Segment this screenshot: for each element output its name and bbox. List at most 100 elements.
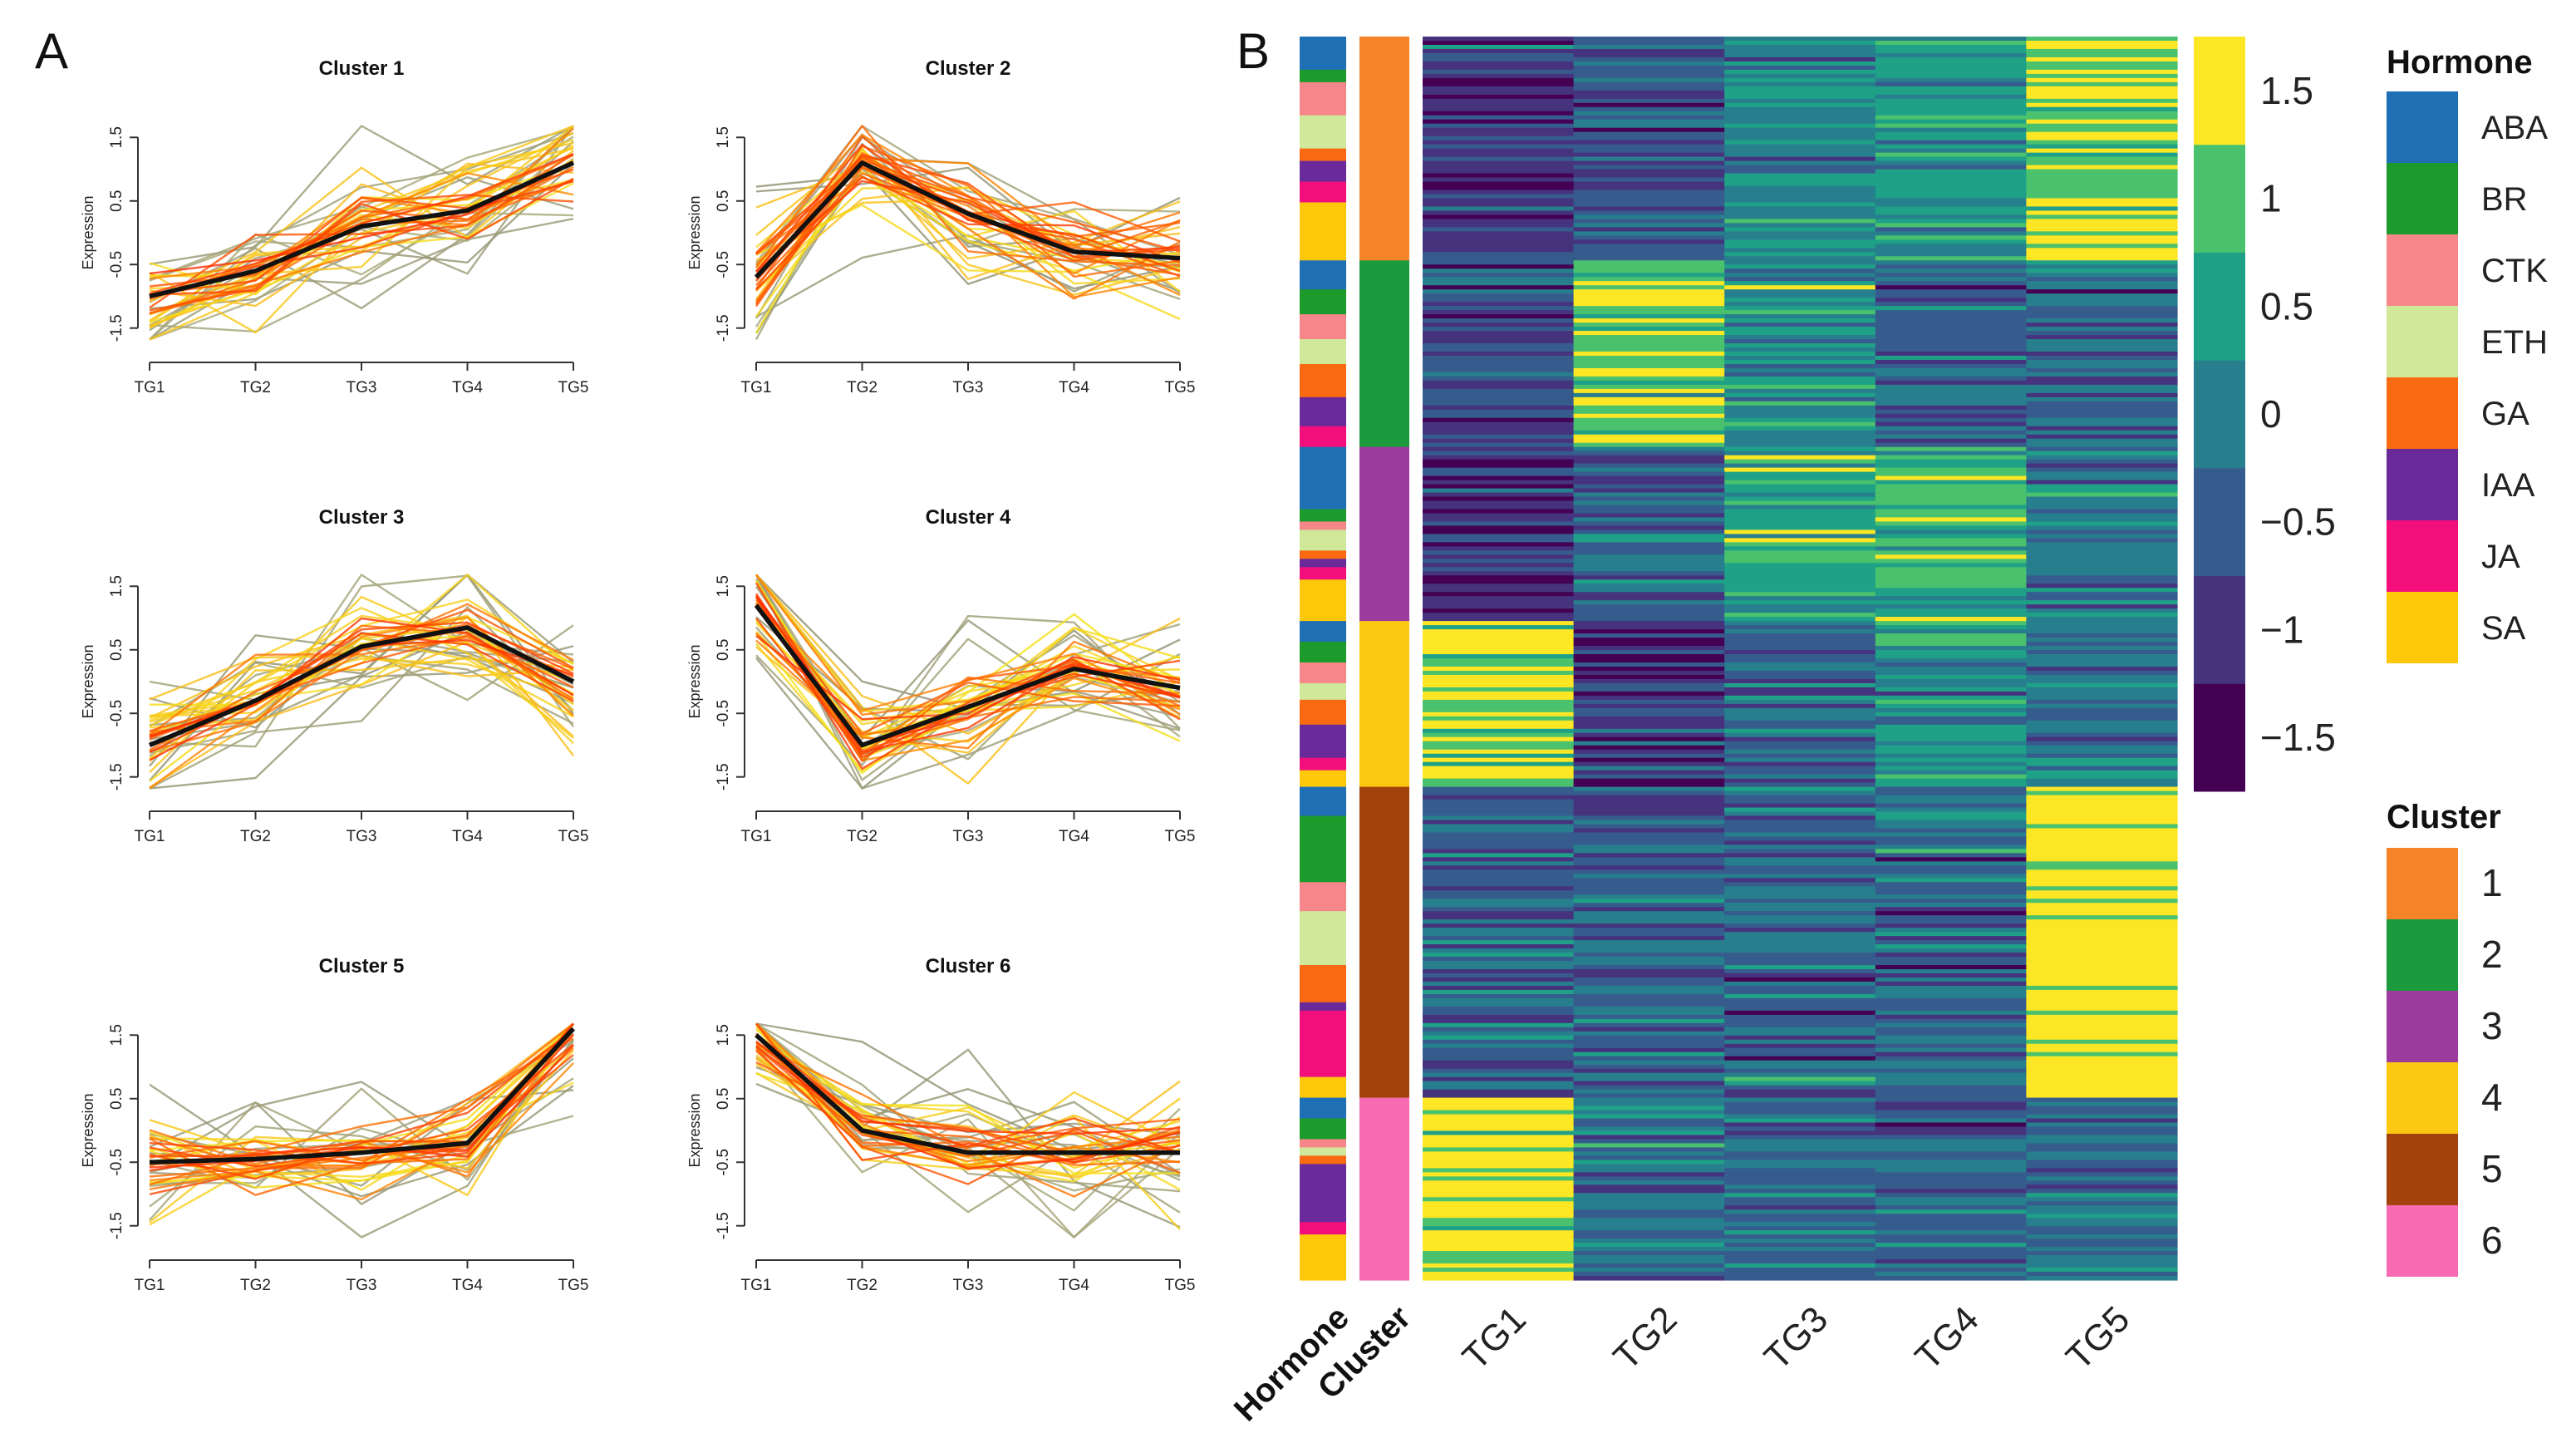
heatmap-cell [1423, 820, 1575, 825]
profile-line [755, 595, 1181, 735]
heatmap-cell [1724, 1255, 1876, 1260]
heatmap-cell [1724, 144, 1876, 150]
heatmap-cell [1724, 1101, 1876, 1107]
heatmap-cell [1875, 1081, 2027, 1086]
heatmap-cell [1724, 716, 1876, 721]
heatmap-cell [1724, 571, 1876, 576]
heatmap-cell [1875, 646, 2027, 651]
heatmap-cell [1724, 339, 1876, 344]
heatmap-cell [1724, 1230, 1876, 1235]
heatmap-cell [1423, 190, 1575, 195]
heatmap-cell [1724, 94, 1876, 100]
heatmap-cell [1875, 790, 2027, 796]
heatmap-cell [1875, 111, 2027, 116]
heatmap-cell [1423, 1209, 1575, 1214]
heatmap-cell [1423, 849, 1575, 854]
heatmap-cell [2026, 525, 2178, 531]
heatmap-cell [1724, 836, 1876, 842]
heatmap-cell [1423, 1039, 1575, 1045]
heatmap-cell [2026, 496, 2178, 502]
heatmap-cell [1423, 608, 1575, 613]
heatmap-cell [1724, 106, 1876, 112]
heatmap-cell [1573, 455, 1725, 460]
x-tick-label: TG3 [347, 379, 377, 396]
heatmap-cell [2026, 380, 2178, 386]
heatmap-cell [2026, 1251, 2178, 1256]
heatmap-cell [1573, 559, 1725, 564]
heatmap-cell [1573, 770, 1725, 776]
heatmap-cell [1573, 534, 1725, 539]
heatmap-cell [2026, 633, 2178, 638]
heatmap-cell [1423, 1101, 1575, 1107]
heatmap-cell [1573, 716, 1725, 721]
heatmap-cell [1573, 861, 1725, 866]
heatmap-cell [1423, 355, 1575, 361]
heatmap-cell [1423, 1184, 1575, 1189]
heatmap-cell [1724, 1010, 1876, 1016]
cluster-plot-title: Cluster 5 [319, 955, 405, 977]
heatmap-cell [2026, 169, 2178, 175]
hormone-annotation-block [1300, 621, 1346, 643]
heatmap-cell [1423, 1214, 1575, 1219]
heatmap-cell [1875, 177, 2027, 183]
hormone-legend-label: GA [2481, 396, 2529, 432]
heatmap-cell [1423, 409, 1575, 415]
profile-line [149, 632, 574, 738]
heatmap-cell [1724, 227, 1876, 232]
heatmap-cell [1423, 559, 1575, 564]
heatmap-cell [1724, 903, 1876, 908]
heatmap-cell [1423, 438, 1575, 444]
heatmap-cell [1423, 372, 1575, 377]
heatmap-cell [1724, 488, 1876, 494]
heatmap-cell [2026, 989, 2178, 995]
heatmap-cell [1573, 795, 1725, 800]
heatmap-cell [1573, 753, 1725, 759]
heatmap-cell [1724, 849, 1876, 854]
heatmap-cell [1875, 463, 2027, 469]
heatmap-cell [1423, 1139, 1575, 1145]
heatmap-cell [1875, 1189, 2027, 1194]
heatmap-cell [1423, 786, 1575, 792]
heatmap-cell [2026, 343, 2178, 348]
color-scale-tick-label: 1.5 [2260, 69, 2313, 112]
heatmap-cell [1724, 277, 1876, 282]
y-tick-label: -1.5 [715, 763, 732, 790]
heatmap-cell [2026, 1076, 2178, 1082]
heatmap-cell [1875, 584, 2027, 588]
heatmap-cell [1724, 372, 1876, 377]
heatmap-cell [1573, 874, 1725, 879]
heatmap-cell [2026, 480, 2178, 485]
heatmap-cell [1573, 1184, 1725, 1189]
heatmap-cell [1724, 273, 1876, 278]
heatmap-cell [1875, 1155, 2027, 1160]
heatmap-cell [1423, 219, 1575, 224]
x-tick-label: TG1 [135, 379, 165, 396]
heatmap-cell [1724, 1002, 1876, 1007]
heatmap-cell [1423, 173, 1575, 179]
heatmap-cell [1423, 239, 1575, 244]
heatmap-cell [1724, 757, 1876, 763]
heatmap-cell [2026, 940, 2178, 945]
heatmap-cell [1875, 874, 2027, 879]
heatmap-cell [1573, 268, 1725, 273]
heatmap-cell [1423, 604, 1575, 609]
heatmap-cell [1875, 654, 2027, 659]
heatmap-cell [1875, 977, 2027, 982]
heatmap-cell [1573, 244, 1725, 249]
heatmap-cell [1724, 720, 1876, 726]
heatmap-cell [1423, 874, 1575, 879]
heatmap-cell [1573, 687, 1725, 692]
heatmap-cell [1724, 732, 1876, 738]
heatmap-cell [1423, 770, 1575, 776]
heatmap-cell [1573, 1272, 1725, 1277]
heatmap-cell [1573, 815, 1725, 821]
heatmap-cell [1724, 86, 1876, 91]
heatmap-cell [1875, 1184, 2027, 1189]
heatmap-cell [2026, 654, 2178, 659]
heatmap-cell [2026, 1002, 2178, 1007]
heatmap-cell [1423, 1160, 1575, 1165]
heatmap-cell [1573, 828, 1725, 834]
heatmap-cell [1573, 915, 1725, 920]
heatmap-cell [1423, 646, 1575, 651]
heatmap-cell [1573, 1172, 1725, 1177]
